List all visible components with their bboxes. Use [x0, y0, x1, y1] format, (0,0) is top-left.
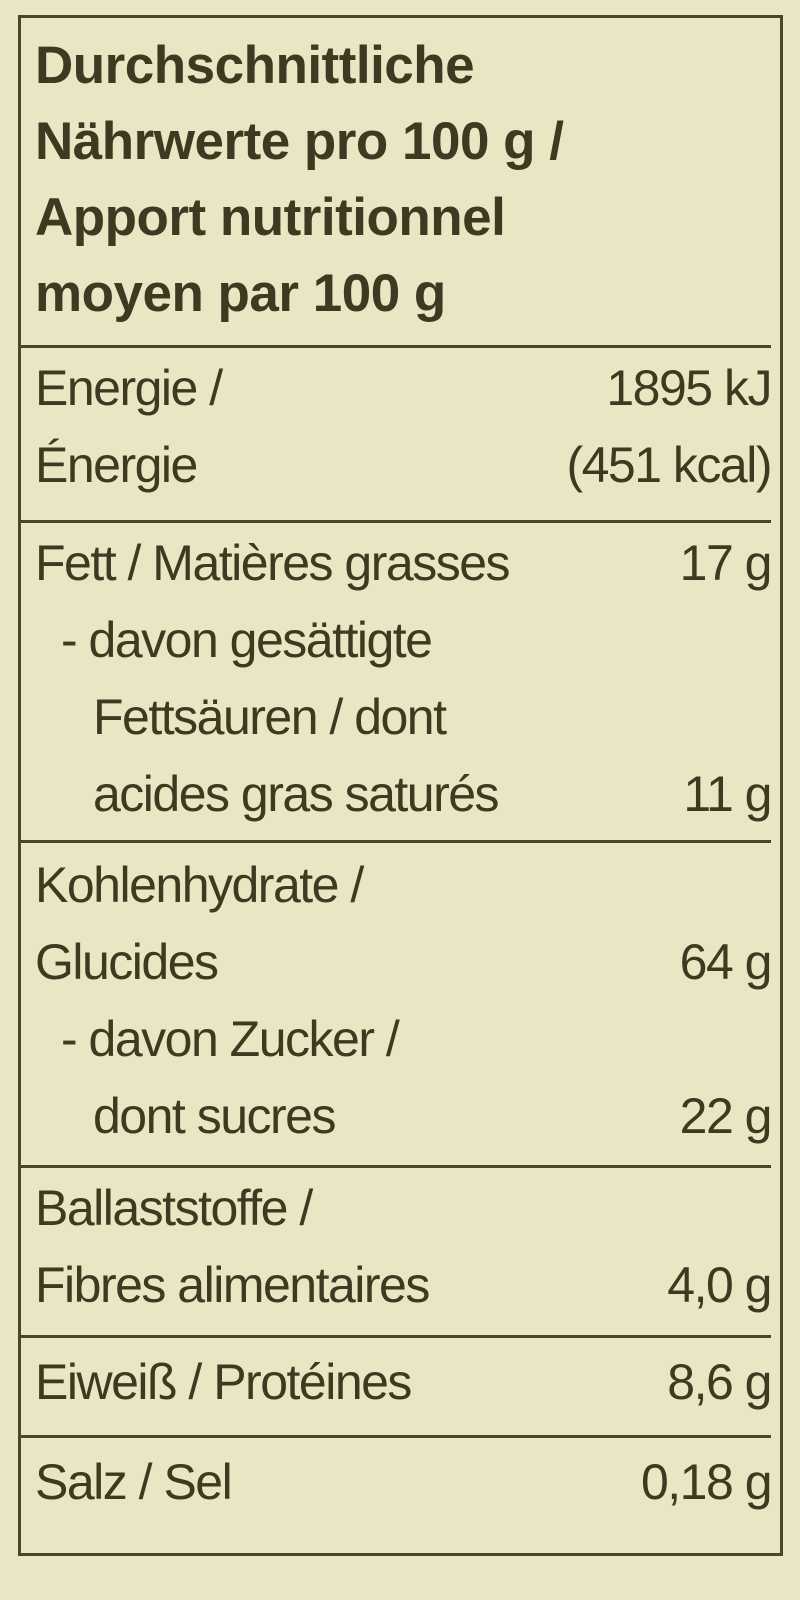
row-label: Salz / Sel	[35, 1454, 233, 1510]
fat-row: Fett / Matières grasses 17 g - davon gesä…	[21, 520, 773, 840]
table-header: Durchschnittliche Nährwerte pro 100 g / …	[21, 28, 771, 332]
row-label: acides gras saturés	[93, 766, 500, 822]
title-line: moyen par 100 g	[35, 264, 446, 323]
row-label: Glucides	[35, 934, 219, 990]
row-label: Fibres alimentaires	[35, 1257, 430, 1313]
row-value: (451 kcal)	[566, 437, 772, 493]
row-label: Energie /	[35, 360, 223, 416]
salt-row: Salz / Sel 0,18 g	[21, 1435, 773, 1553]
row-label: Fett / Matières grasses	[35, 535, 511, 591]
row-label: Eiweiß / Protéines	[35, 1354, 412, 1410]
row-label: - davon gesättigte	[61, 612, 433, 668]
row-value: 1895 kJ	[606, 360, 772, 416]
row-value: 64 g	[679, 934, 773, 990]
fibre-row: Ballaststoffe / Fibres alimentaires 4,0 g	[21, 1165, 772, 1335]
energy-row: Energie / 1895 kJ Énergie (451 kcal)	[21, 345, 772, 520]
nutrition-table: Durchschnittliche Nährwerte pro 100 g / …	[18, 15, 783, 1556]
row-value: 11 g	[683, 766, 772, 822]
row-value: 4,0 g	[667, 1257, 772, 1313]
row-value: 0,18 g	[640, 1454, 773, 1510]
title-line: Durchschnittliche	[35, 36, 475, 95]
carbs-row: Kohlenhydrate / Glucides 64 g - davon Zuc…	[21, 840, 773, 1165]
row-value: 8,6 g	[667, 1354, 772, 1410]
title-line: Nährwerte pro 100 g /	[35, 112, 564, 171]
title-line: Apport nutritionnel	[35, 188, 506, 247]
row-value: 17 g	[679, 535, 773, 591]
row-label: Fettsäuren / dont	[93, 689, 447, 745]
row-label: - davon Zucker /	[61, 1011, 400, 1067]
row-label: dont sucres	[93, 1088, 336, 1144]
protein-row: Eiweiß / Protéines 8,6 g	[21, 1335, 772, 1435]
row-value: 22 g	[679, 1088, 773, 1144]
row-label: Kohlenhydrate /	[35, 857, 364, 913]
row-label: Ballaststoffe /	[35, 1180, 313, 1236]
row-label: Énergie	[35, 437, 198, 493]
